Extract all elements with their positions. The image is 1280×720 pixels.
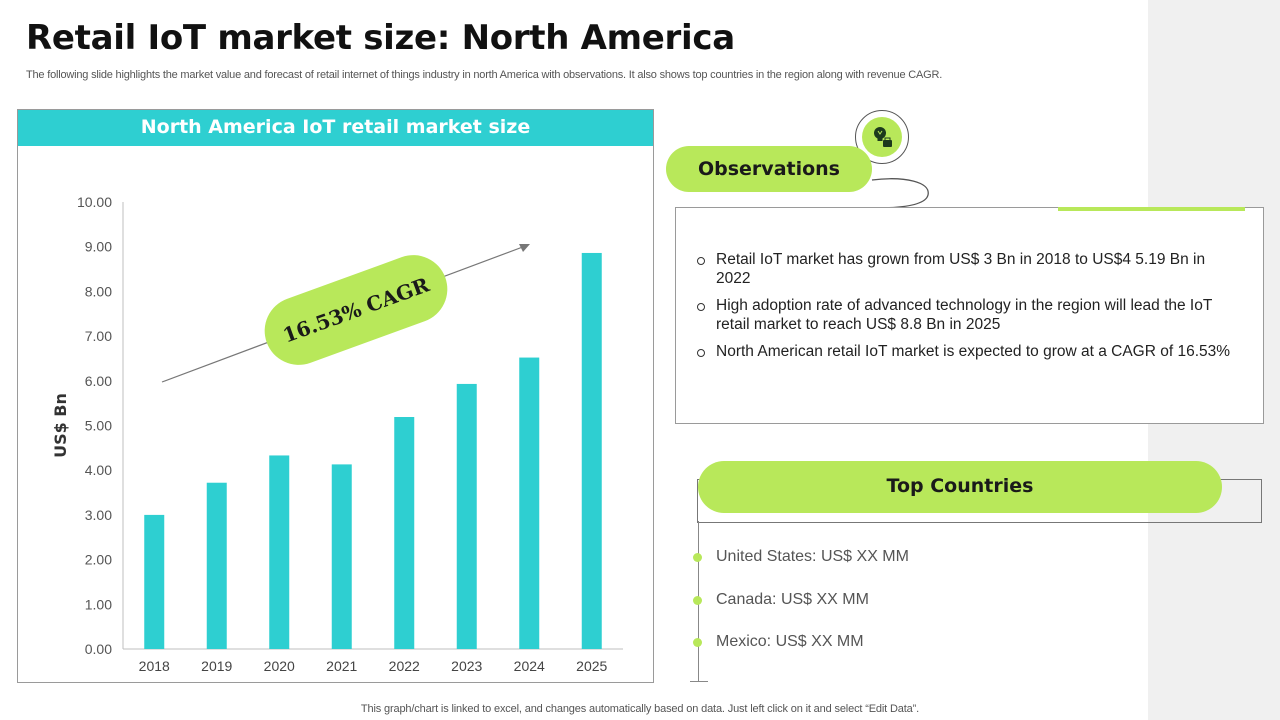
bar-2025 <box>581 252 602 649</box>
arrow-head-icon <box>519 244 530 252</box>
bar-2022 <box>394 417 415 649</box>
y-tick-label: 3.00 <box>85 507 112 523</box>
bar-2020 <box>269 455 290 649</box>
y-tick-label: 4.00 <box>85 462 112 478</box>
y-tick-label: 8.00 <box>85 283 112 299</box>
top-countries-title: Top Countries <box>698 461 1222 513</box>
bullet-dot-icon <box>693 596 702 605</box>
y-axis-label: US$ Bn <box>51 393 70 458</box>
chart-title: North America IoT retail market size <box>18 110 653 146</box>
observation-item: High adoption rate of advanced technolog… <box>697 296 1237 334</box>
observation-text: North American retail IoT market is expe… <box>716 343 1231 360</box>
y-tick-label: 0.00 <box>85 641 112 657</box>
top-countries-timeline-end <box>690 681 708 682</box>
y-tick-label: 9.00 <box>85 239 112 255</box>
bar-2018 <box>144 514 165 649</box>
x-tick-label: 2025 <box>576 658 607 674</box>
chart-panel[interactable]: North America IoT retail market size 0.0… <box>17 109 654 683</box>
y-tick-label: 10.00 <box>77 194 112 210</box>
lightbulb-icon <box>874 127 892 147</box>
bar-2019 <box>206 482 227 649</box>
observations-title: Observations <box>666 146 872 192</box>
bar-chart[interactable]: 0.00 1.00 2.00 3.00 4.00 5.00 6.00 7.00 8.00 9.00… <box>18 110 653 682</box>
footer-note: This graph/chart is linked to excel, and… <box>360 703 920 715</box>
bar-2023 <box>456 383 477 649</box>
y-tick-label: 6.00 <box>85 373 112 389</box>
x-tick-label: 2021 <box>326 658 357 674</box>
observations-accent-bar <box>1058 207 1245 211</box>
observation-item: North American retail IoT market is expe… <box>697 342 1237 361</box>
page-title: Retail IoT market size: North America <box>26 18 735 58</box>
x-tick-label: 2023 <box>451 658 482 674</box>
country-text: Canada: US$ XX MM <box>716 591 869 608</box>
bullet-dot-icon <box>693 638 702 647</box>
observations-list: Retail IoT market has grown from US$ 3 B… <box>697 250 1237 369</box>
observations-box <box>675 207 1264 424</box>
cagr-annotation: 16.53% CAGR <box>264 255 448 365</box>
bullet-circle-icon <box>697 303 705 311</box>
bullet-circle-icon <box>697 349 705 357</box>
y-tick-label: 1.00 <box>85 596 112 612</box>
x-tick-label: 2019 <box>201 658 232 674</box>
x-tick-label: 2018 <box>139 658 170 674</box>
observation-text: Retail IoT market has grown from US$ 3 B… <box>716 251 1206 287</box>
bullet-circle-icon <box>697 257 705 265</box>
bar-2024 <box>519 357 540 649</box>
x-tick-label: 2022 <box>389 658 420 674</box>
observations-badge <box>862 117 902 157</box>
y-tick-label: 2.00 <box>85 552 112 568</box>
page-subtitle: The following slide highlights the marke… <box>26 69 943 81</box>
x-tick-label: 2024 <box>514 658 545 674</box>
country-text: Mexico: US$ XX MM <box>716 633 864 650</box>
y-tick-label: 5.00 <box>85 418 112 434</box>
bar-2021 <box>331 464 352 649</box>
cagr-pill <box>264 255 448 365</box>
observation-item: Retail IoT market has grown from US$ 3 B… <box>697 250 1237 288</box>
x-tick-label: 2020 <box>264 658 295 674</box>
observation-text: High adoption rate of advanced technolog… <box>716 297 1213 333</box>
country-text: United States: US$ XX MM <box>716 548 909 565</box>
y-tick-label: 7.00 <box>85 328 112 344</box>
bullet-dot-icon <box>693 553 702 562</box>
